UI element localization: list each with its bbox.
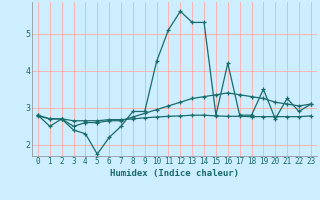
X-axis label: Humidex (Indice chaleur): Humidex (Indice chaleur)	[110, 169, 239, 178]
